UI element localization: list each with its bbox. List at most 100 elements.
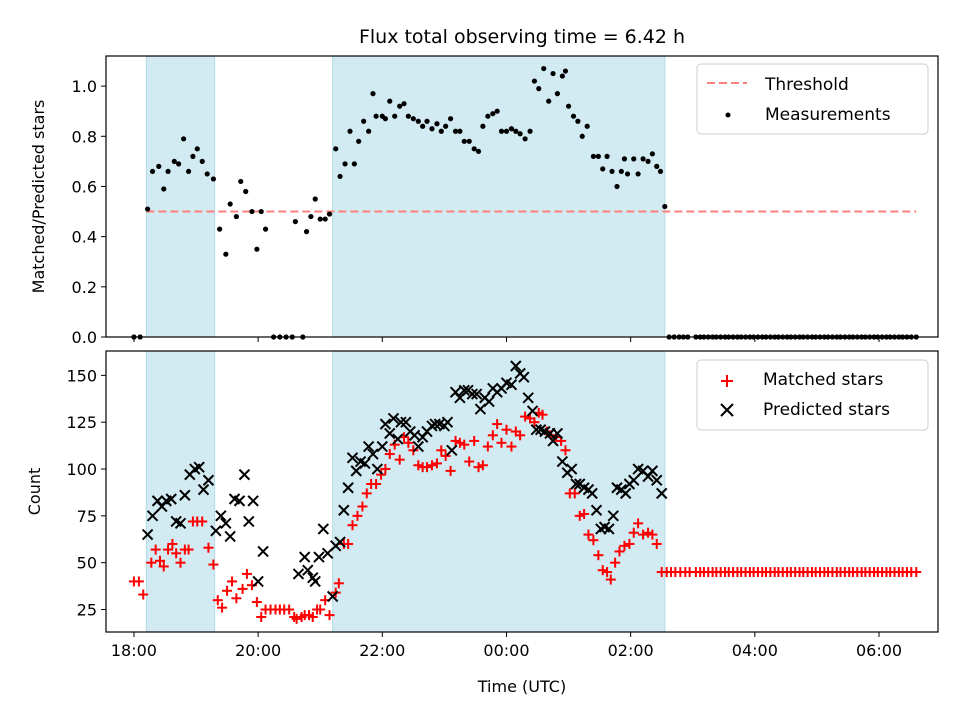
predicted-star-point (530, 423, 542, 436)
measurement-point (640, 156, 646, 162)
predicted-star-point (298, 551, 311, 563)
measurement-point (559, 73, 565, 79)
matched-star-point (227, 576, 238, 587)
measurement-point (498, 128, 505, 134)
predicted-star-point (384, 427, 396, 440)
measurement-point (326, 211, 333, 217)
predicted-star-point (470, 388, 483, 400)
measurement-point (185, 168, 192, 175)
measurement-point (508, 126, 515, 132)
matched-star-point (638, 529, 649, 540)
measurement-point (657, 168, 664, 175)
measurement-point (645, 158, 651, 164)
measurement-point (443, 123, 449, 129)
measurement-point (584, 123, 590, 129)
measurement-point (480, 123, 486, 129)
predicted-star-point (458, 384, 470, 397)
measurement-point (199, 158, 205, 164)
x-tick-label: 18:00 (111, 641, 157, 660)
predicted-star-point (547, 435, 559, 447)
matched-star-point (138, 589, 149, 600)
predicted-star-point (628, 474, 640, 486)
top-ylabel: Matched/Predicted stars (29, 100, 48, 294)
matched-star-point (343, 538, 354, 549)
measurement-point (590, 153, 597, 159)
legend-measurements-label: Measurements (765, 105, 891, 125)
predicted-star-point (257, 545, 269, 558)
matched-star-point (515, 430, 526, 441)
predicted-star-point (233, 495, 246, 507)
predicted-star-point (570, 478, 582, 490)
x-tick-label: 06:00 (856, 641, 902, 660)
matched-star-point (473, 462, 484, 473)
matched-star-point (183, 544, 194, 555)
measurement-point (361, 118, 367, 124)
matched-star-point (413, 460, 424, 471)
measurement-point (649, 151, 655, 157)
measurement-point (171, 158, 177, 164)
matched-star-point (436, 445, 447, 456)
matched-star-point (605, 574, 616, 585)
matched-star-point (619, 540, 630, 551)
matched-star-point (651, 538, 662, 549)
measurement-point (579, 133, 585, 139)
measurement-point (457, 128, 463, 134)
predicted-star-point (619, 487, 632, 500)
measurement-point (217, 226, 223, 232)
predicted-star-point (179, 489, 191, 501)
measurement-point (503, 128, 510, 134)
predicted-star-point (505, 379, 518, 391)
matched-star-point (643, 527, 654, 538)
measurement-point (513, 128, 519, 134)
measurement-point (536, 86, 542, 92)
measurement-point (312, 196, 318, 202)
measurement-point (485, 113, 491, 119)
measurement-point (614, 183, 620, 190)
bottom-plot-frame (105, 350, 939, 633)
matched-star-point (197, 516, 208, 527)
measurement-point (317, 216, 323, 222)
predicted-star-point (146, 510, 159, 522)
predicted-star-point (338, 504, 350, 516)
measurement-point (227, 201, 233, 207)
measurement-point (262, 226, 269, 232)
matched-star-point (315, 604, 326, 615)
measurement-point (397, 103, 403, 109)
measurement-point (595, 153, 601, 159)
shaded-interval (145, 55, 216, 338)
matched-star-point (445, 465, 456, 476)
measurement-point (145, 206, 151, 212)
measurement-point (609, 168, 615, 175)
predicted-star-point (342, 482, 354, 494)
measurement-point (575, 118, 581, 124)
y-tick-label: 125 (66, 413, 97, 432)
matched-star-point (579, 508, 590, 519)
measurement-point (635, 171, 641, 177)
y-tick-label: 150 (66, 366, 97, 385)
matched-star-point (171, 548, 182, 559)
measurement-point (604, 153, 610, 159)
measurement-point (531, 78, 538, 84)
predicted-star-point (210, 525, 222, 537)
measurement-point (292, 218, 298, 225)
predicted-star-point (376, 440, 389, 453)
measurement-point (238, 178, 244, 185)
measurement-point (204, 171, 210, 177)
matched-star-point (459, 439, 470, 450)
measurement-point (429, 126, 435, 132)
matched-star-point (256, 612, 267, 623)
xlabel: Time (UTC) (477, 677, 566, 696)
matched-star-point (593, 550, 604, 561)
measurement-point (562, 68, 569, 74)
measurement-point (347, 128, 353, 134)
x-tick-label: 00:00 (483, 641, 529, 660)
matched-star-point (324, 610, 335, 621)
matched-star-point (560, 445, 571, 456)
shaded-interval (332, 350, 666, 633)
top-plot-frame (105, 55, 939, 338)
predicted-star-point (379, 418, 392, 430)
matched-star-point (241, 568, 252, 579)
y-tick-label: 0.0 (72, 328, 97, 347)
predicted-star-point (202, 474, 215, 486)
